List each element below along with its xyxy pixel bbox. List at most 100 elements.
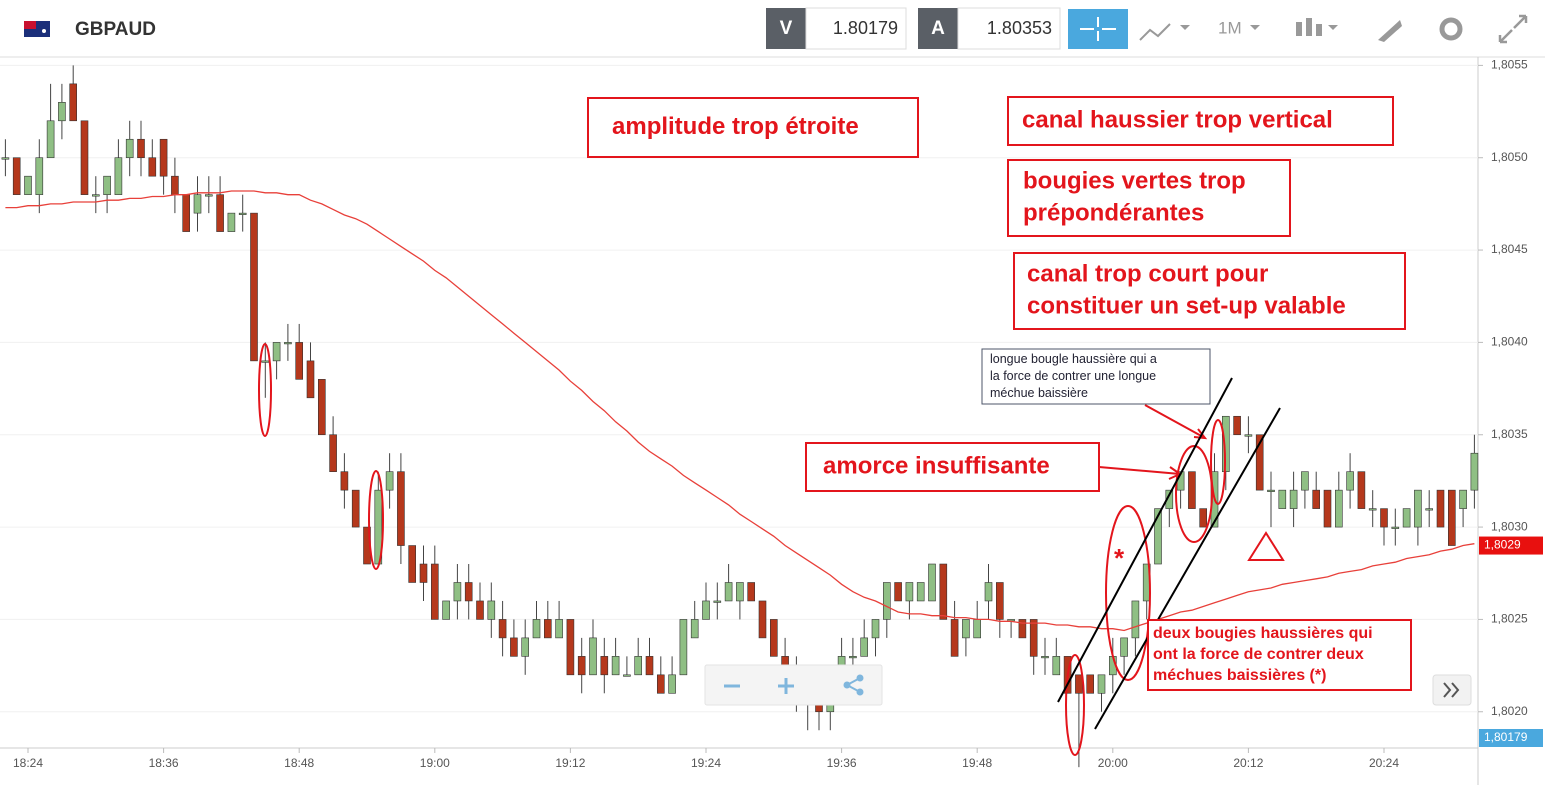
candle-body [1278,489,1287,509]
candle-body [419,563,428,583]
candle-body [1244,434,1253,437]
dropdown-arrow [1328,25,1338,30]
price-tag-label: 1,8029 [1484,538,1521,552]
candle-body [453,582,462,602]
candle-body [272,342,281,362]
price-tag [1479,536,1543,555]
candle-body [1312,489,1320,509]
candle-body [205,194,213,197]
candle-body [939,563,948,620]
candle-body [69,83,77,122]
share-button[interactable] [843,674,864,696]
candle-body [656,674,665,694]
candle-body [193,194,202,214]
annotation-text: deux bougies haussières qui [1153,625,1373,642]
zoom-control [704,664,883,706]
flag-star [42,29,46,33]
annotation-text: bougies vertes trop [1023,167,1246,194]
x-tick-label: 19:36 [827,756,857,770]
annotation-box [587,97,919,158]
scroll-button[interactable] [1432,674,1472,706]
bid-box[interactable] [805,7,907,50]
y-tick-label: 1,8035 [1491,427,1528,441]
circle-mark [258,343,272,437]
candle-body [758,600,767,639]
candle-body [238,212,247,215]
candle-body [351,489,360,528]
candle-body [973,619,982,639]
candle-body [1120,637,1128,657]
annotation-text: méchue baissière [990,386,1088,400]
icon-candle [1296,22,1302,36]
annotation-text: longue bougle haussière qui a [990,352,1157,366]
ask-box[interactable] [957,7,1061,50]
draw-button[interactable] [1378,20,1402,42]
annotation-box [1147,619,1412,691]
channel-line [1094,407,1281,730]
candle-body [1255,434,1264,491]
candle-body [385,471,394,491]
candle-body [510,637,518,657]
candle-body [329,434,337,472]
candle-body [679,619,688,676]
share-link [846,677,861,693]
candle-body [498,619,507,639]
candle-body [1097,674,1106,694]
scroll-icon [1443,682,1460,698]
candle-body [1188,471,1196,509]
ask-badge[interactable] [918,8,958,49]
candle-body [1199,508,1207,528]
candle-body [860,637,869,657]
settings-button[interactable] [1439,17,1463,41]
candle-body [747,582,756,602]
x-tick-label: 18:48 [284,756,314,770]
zoom-in[interactable] [778,678,794,694]
fullscreen-button[interactable] [1498,14,1528,44]
annotation-text: méchues baissières (*) [1153,667,1326,684]
toolbar: GBPAUD V 1.80179 A 1.80353 1M [0,0,1545,58]
circle-mark [1065,654,1085,756]
price-tag [1479,729,1543,747]
candle-body [724,582,733,602]
ask-price: 1.80353 [987,18,1052,38]
candle-body [12,157,21,195]
candle-body [1459,489,1467,509]
candle-body [1,157,10,160]
candle-body [1086,674,1094,694]
candle-body [476,600,484,620]
annotation-text: canal trop court pour [1027,260,1268,287]
candle-body [182,194,190,232]
y-tick-label: 1,8025 [1491,612,1528,626]
candle-body [295,342,304,380]
candle-body [543,619,552,639]
candle-body [521,637,530,657]
dropdown-arrow [1180,25,1190,30]
crosshair-button[interactable] [1068,9,1128,49]
candle-body [894,582,902,602]
candle-body [736,582,744,602]
circle-mark [368,470,384,570]
candle-body [250,212,258,362]
candle-body [532,619,541,639]
candle-body [80,120,89,195]
chart-type-button[interactable] [1296,18,1322,36]
candle-body [871,619,880,639]
candle-body [849,656,857,659]
y-tick-label: 1,8055 [1491,58,1528,72]
bid-badge[interactable] [766,8,806,49]
y-tick-label: 1,8040 [1491,335,1528,349]
candle-body [1075,674,1083,694]
candle-body [668,674,676,694]
candle-body [103,175,111,195]
indicator-button[interactable] [1139,23,1171,41]
icon-candle [1306,18,1312,36]
timeframe[interactable]: 1M [1218,18,1242,37]
candle-body [600,656,609,676]
candle-body [1470,452,1479,491]
candle-body [1289,489,1298,509]
candle-body [1029,619,1038,657]
candle-body [577,656,586,676]
flag [24,21,50,37]
x-tick-label: 20:12 [1233,756,1263,770]
